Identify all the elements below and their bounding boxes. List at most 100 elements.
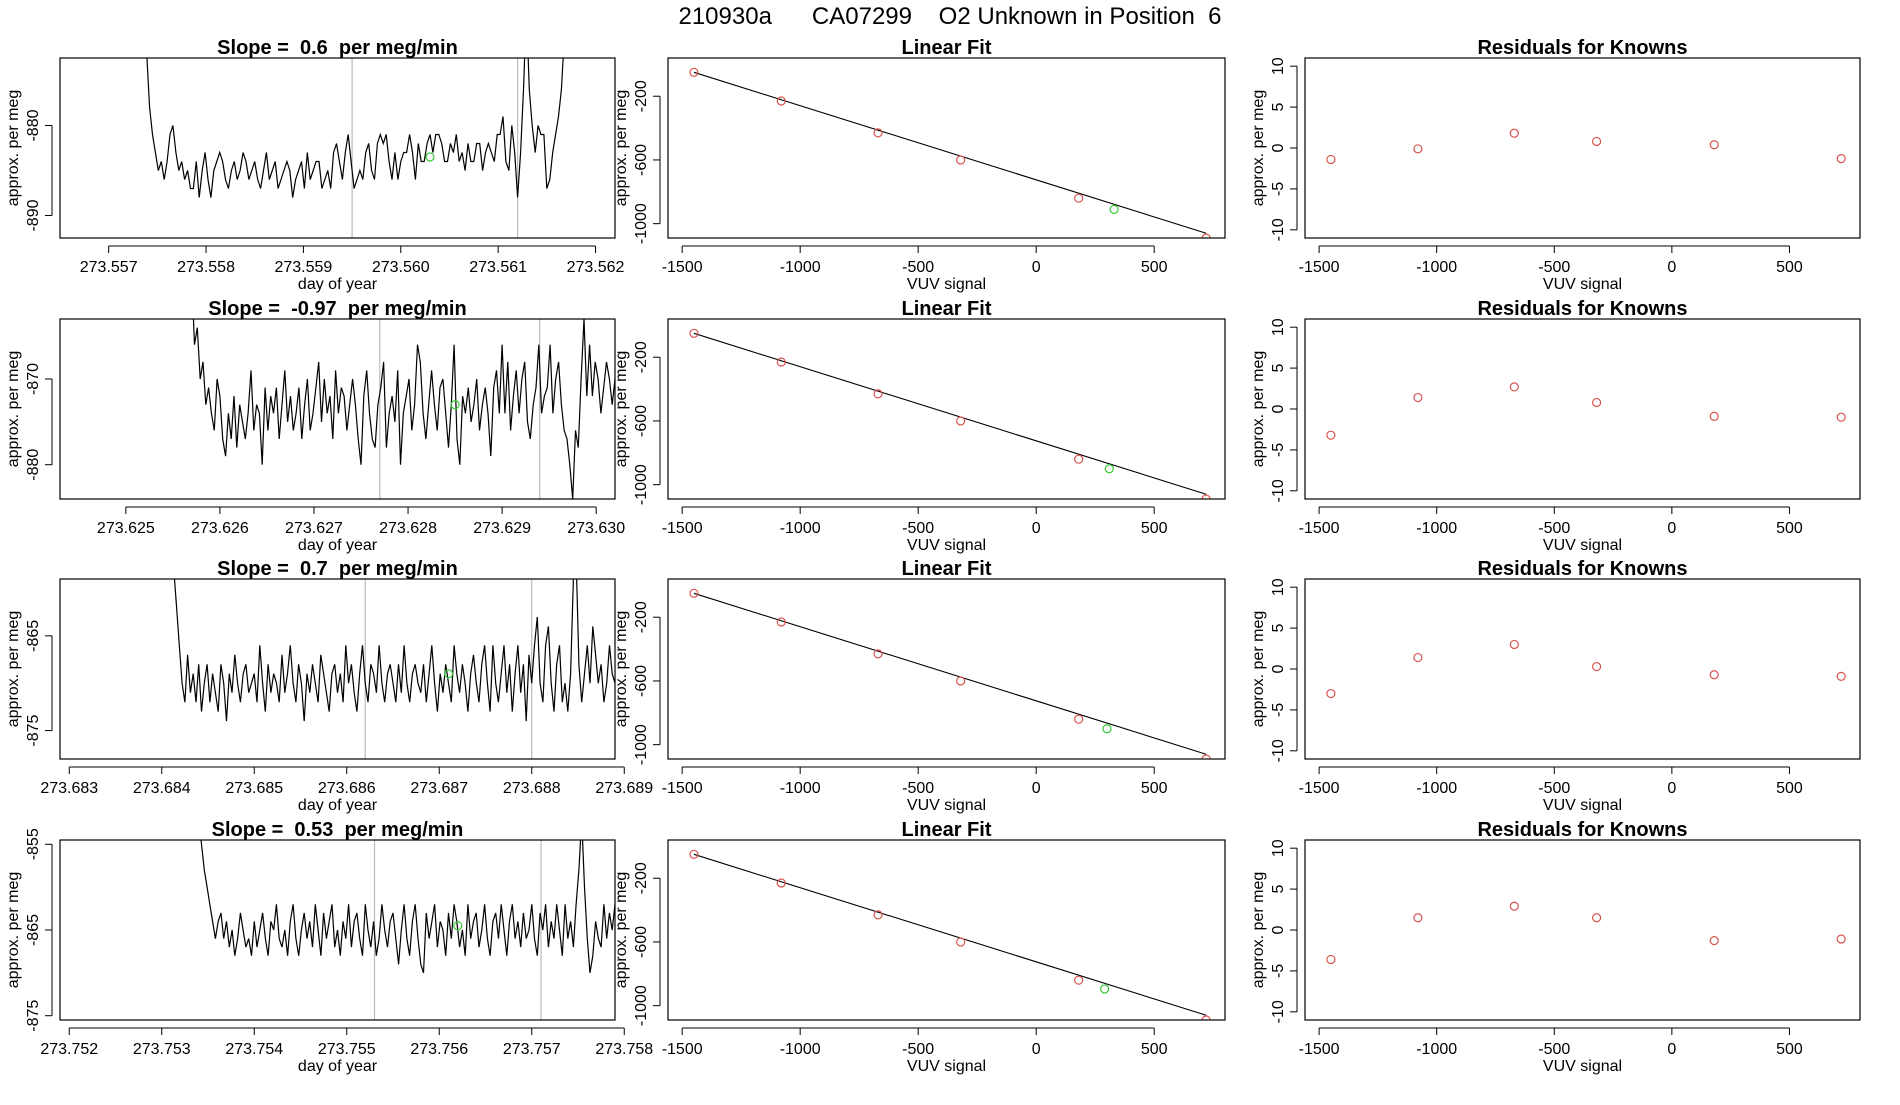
x-tick-label: -500 [1538,780,1570,797]
x-tick-label: 273.753 [133,1041,191,1058]
x-tick-label: -500 [1538,259,1570,276]
y-tick-label: -855 [25,828,42,860]
panel-3-3: Residuals for Knowns -1500 -1000 -500 0 500 VU… [1250,558,1861,814]
known-point [1201,233,1211,238]
panel-title: Linear Fit [901,298,991,320]
x-axis-label: VUV signal [1543,1058,1622,1075]
known-point [1709,140,1719,150]
x-tick-label: 500 [1141,259,1168,276]
known-point [1592,661,1602,672]
x-tick-label: 273.689 [595,780,653,797]
known-point [1201,1015,1211,1020]
y-axis-label: approx. per meg [613,611,630,728]
known-point [1592,136,1602,147]
page-title: 210930a CA07299 O2 Unknown in Position 6 [678,3,1221,30]
y-axis-label: approx. per meg [5,351,22,468]
y-tick-label: 5 [1270,103,1287,112]
x-axis-label: VUV signal [1543,797,1622,814]
x-tick-label: 273.757 [503,1041,561,1058]
x-axis-label: VUV signal [907,797,986,814]
x-axis: -1500 -1000 -500 0 500 [662,506,1168,537]
x-axis-label: day of year [298,276,378,293]
x-axis: -1500 -1000 -500 0 500 [1299,1027,1803,1058]
plot-area [173,579,615,759]
x-tick-label: 273.685 [225,780,283,797]
known-point [776,357,786,367]
x-tick-label: 273.629 [473,520,531,537]
x-tick-label: 273.561 [469,259,527,276]
known-point [956,937,966,947]
x-tick-label: 500 [1141,780,1168,797]
x-tick-label: 0 [1667,520,1676,537]
known-point [1509,382,1519,392]
x-tick-label: 273.684 [133,780,191,797]
x-tick-label: -500 [1538,1041,1570,1058]
y-tick-label: 5 [1270,364,1287,373]
y-tick-label: -600 [633,405,650,437]
y-axis: -880 -890 [25,109,53,232]
known-point [1074,454,1084,464]
y-tick-label: -880 [25,109,42,141]
plot-frame [1304,839,1861,1021]
y-tick-label: -600 [633,926,650,958]
unknown-point [425,152,435,162]
x-axis: -1500 -1000 -500 0 500 [662,1027,1168,1058]
plot-area [689,328,1211,499]
series-line [173,579,615,722]
x-axis: 273.683 273.684 273.685 273.686 273.687 273.6… [40,766,653,797]
x-tick-label: 0 [1032,520,1041,537]
plot-frame [59,839,616,1021]
fit-line [693,332,1207,495]
y-axis-label: approx. per meg [613,872,630,989]
y-tick-label: 10 [1270,318,1287,336]
y-tick-label: 5 [1270,624,1287,633]
x-tick-label: 273.688 [503,780,561,797]
plot-area [689,849,1211,1020]
y-tick-label: -10 [1270,739,1287,762]
plot-area [689,67,1211,238]
x-tick-label: -1500 [1299,520,1340,537]
known-point [1201,494,1211,499]
x-tick-label: 273.755 [318,1041,376,1058]
y-axis-label: approx. per meg [5,611,22,728]
y-tick-label: 0 [1270,664,1287,673]
y-tick-label: 5 [1270,885,1287,894]
y-tick-label: -10 [1270,1000,1287,1023]
x-tick-label: 273.625 [97,520,155,537]
unknown-point [1109,204,1119,214]
y-tick-label: -10 [1270,479,1287,502]
x-tick-label: 500 [1141,1041,1168,1058]
x-tick-label: -1500 [1299,259,1340,276]
y-tick-label: -200 [633,341,650,373]
x-tick-label: 273.758 [595,1041,653,1058]
y-tick-label: 10 [1270,578,1287,596]
x-axis-label: VUV signal [907,276,986,293]
x-tick-label: 500 [1141,520,1168,537]
plot-frame [667,318,1226,500]
x-tick-label: 273.630 [567,520,625,537]
x-tick-label: 273.558 [177,259,235,276]
known-point [1326,954,1336,965]
known-point [689,67,699,77]
y-axis: 10 5 0 -5 -10 [1270,578,1298,762]
x-tick-label: -1500 [662,259,703,276]
y-tick-label: 0 [1270,925,1287,934]
y-axis: 10 5 0 -5 -10 [1270,57,1298,241]
panel-title: Slope = 0.53 per meg/min [212,819,464,841]
known-point [1509,128,1519,138]
y-tick-label: -1000 [633,203,650,244]
x-tick-label: 0 [1667,780,1676,797]
fit-line [693,71,1207,234]
x-axis: -1500 -1000 -500 0 500 [1299,506,1803,537]
panel-title: Residuals for Knowns [1477,298,1687,320]
x-tick-label: 273.628 [379,520,437,537]
known-point [1836,671,1846,681]
y-axis-label: approx. per meg [1250,872,1267,989]
x-tick-label: -500 [902,259,934,276]
panel-title: Linear Fit [901,819,991,841]
known-point [1709,411,1719,421]
panel-title: Slope = 0.7 per meg/min [217,558,458,580]
